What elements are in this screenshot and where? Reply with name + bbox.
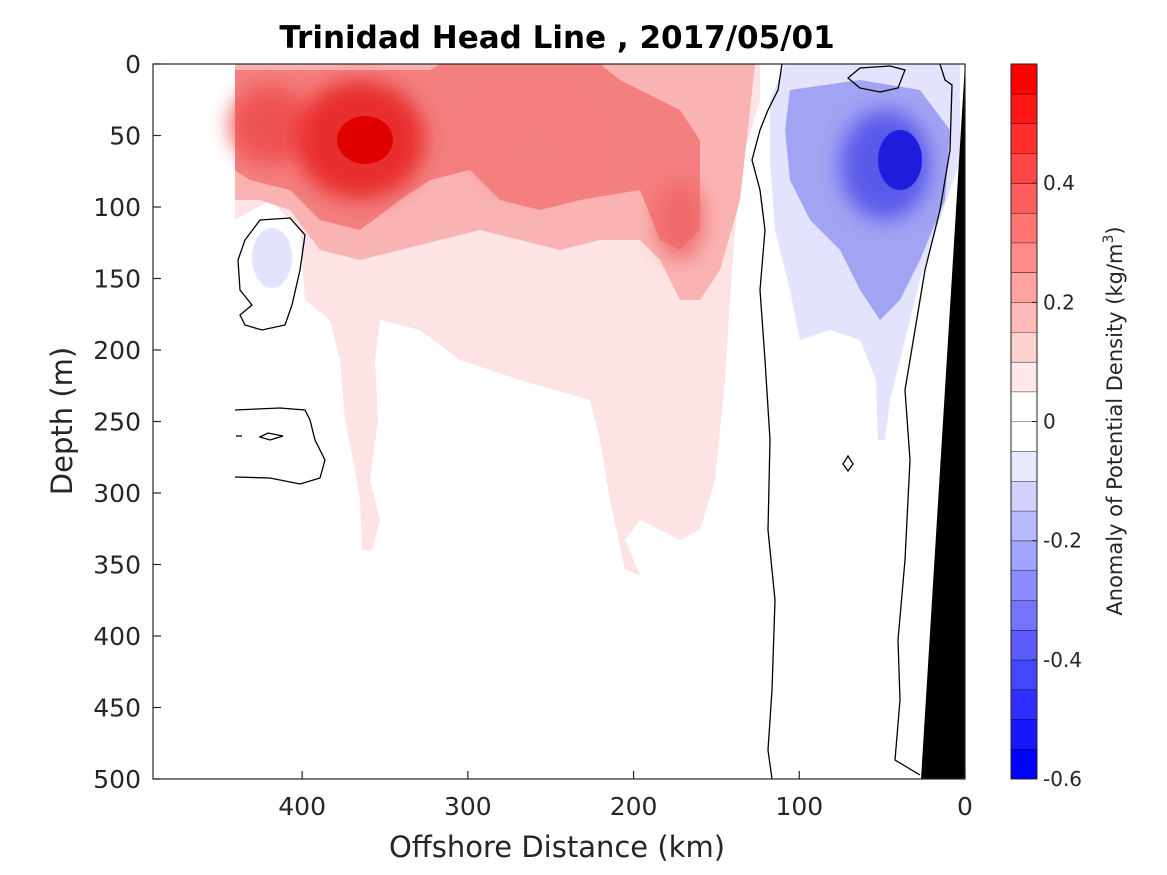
- colorbar: [1011, 63, 1037, 779]
- colorbar-segment: [1011, 361, 1037, 392]
- field-positive-core-west: [230, 85, 310, 165]
- colorbar-label-suffix: ): [1103, 226, 1127, 234]
- y-tick-label: 150: [93, 265, 141, 294]
- y-axis-label: Depth (m): [45, 347, 79, 495]
- x-tick-label: 400: [278, 792, 326, 821]
- contour-line-zero-west-loop: [237, 217, 306, 331]
- field-positive-patch-sub: [655, 180, 705, 260]
- colorbar-segment: [1011, 242, 1037, 273]
- colorbar-tick-label: 0: [1043, 410, 1056, 434]
- y-tick-label: 400: [93, 622, 141, 651]
- colorbar-segment: [1011, 630, 1037, 660]
- y-tick-label: 50: [109, 122, 141, 151]
- y-tick-label: 350: [93, 551, 141, 580]
- x-tick-label: 0: [957, 792, 973, 821]
- colorbar-label-superscript: 3: [1101, 235, 1117, 244]
- y-axis: 0 50 100 150 200 250 300 350 400 450 500: [93, 50, 161, 794]
- x-axis: 400 300 200 100 0: [278, 771, 973, 821]
- plot-area: [153, 64, 965, 779]
- colorbar-label: Anomaly of Potential Density (kg/m3): [1101, 226, 1127, 615]
- y-tick-label: 200: [93, 336, 141, 365]
- colorbar-ticks: 0.4 0.2 0 -0.2 -0.4 -0.6: [1032, 171, 1082, 791]
- colorbar-segment: [1011, 570, 1037, 601]
- colorbar-segment: [1011, 212, 1037, 243]
- chart-title: Trinidad Head Line , 2017/05/01: [279, 20, 834, 56]
- colorbar-segment: [1011, 272, 1037, 303]
- colorbar-segment: [1011, 332, 1037, 362]
- colorbar-segment: [1011, 123, 1037, 154]
- zero-contours: [234, 64, 953, 779]
- contour-line-zero-shelf: [751, 64, 783, 779]
- y-tick-label: 250: [93, 408, 141, 437]
- x-tick-label: 100: [775, 792, 823, 821]
- colorbar-segment: [1011, 64, 1037, 94]
- contour-line-zero-west-lobe: [234, 407, 326, 485]
- colorbar-segment: [1011, 451, 1037, 482]
- colorbar-segment: [1011, 391, 1037, 422]
- y-tick-label: 450: [93, 694, 141, 723]
- colorbar-tick-label: 0.2: [1043, 290, 1075, 314]
- colorbar-segment: [1011, 600, 1037, 631]
- anomaly-field: [230, 64, 960, 575]
- field-positive-core-center: [337, 116, 393, 164]
- colorbar-segment: [1011, 749, 1037, 779]
- colorbar-tick-label: -0.4: [1043, 648, 1082, 672]
- colorbar-segment: [1011, 153, 1037, 184]
- colorbar-segment: [1011, 302, 1037, 333]
- colorbar-tick-label: 0.4: [1043, 171, 1075, 195]
- colorbar-segment: [1011, 481, 1037, 511]
- contour-line-zero-small-loop: [258, 432, 284, 441]
- y-tick-label: 0: [125, 50, 141, 79]
- contour-line-zero-coastal: [894, 64, 953, 776]
- contour-line-zero-surface-loop: [846, 65, 906, 93]
- field-negative-weak-west: [252, 228, 292, 288]
- colorbar-segment: [1011, 183, 1037, 213]
- colorbar-segment: [1011, 689, 1037, 720]
- colorbar-segment: [1011, 719, 1037, 750]
- y-tick-label: 300: [93, 479, 141, 508]
- colorbar-label-main: Anomaly of Potential Density (kg/m: [1103, 244, 1127, 616]
- contour-line-zero-diamond: [842, 454, 854, 473]
- colorbar-segment: [1011, 659, 1037, 690]
- x-axis-label: Offshore Distance (km): [389, 830, 725, 864]
- colorbar-segment: [1011, 540, 1037, 571]
- colorbar-segment: [1011, 421, 1037, 452]
- x-tick-label: 200: [610, 792, 658, 821]
- field-positive-patch-mid: [475, 105, 585, 195]
- colorbar-segment: [1011, 93, 1037, 124]
- colorbar-tick-label: -0.6: [1043, 767, 1082, 791]
- colorbar-tick-label: -0.2: [1043, 529, 1082, 553]
- bathymetry-mask: [921, 64, 965, 779]
- colorbar-segment: [1011, 510, 1037, 541]
- field-negative-core: [878, 130, 922, 190]
- x-tick-label: 300: [444, 792, 492, 821]
- y-tick-label: 100: [93, 193, 141, 222]
- y-tick-label: 500: [93, 765, 141, 794]
